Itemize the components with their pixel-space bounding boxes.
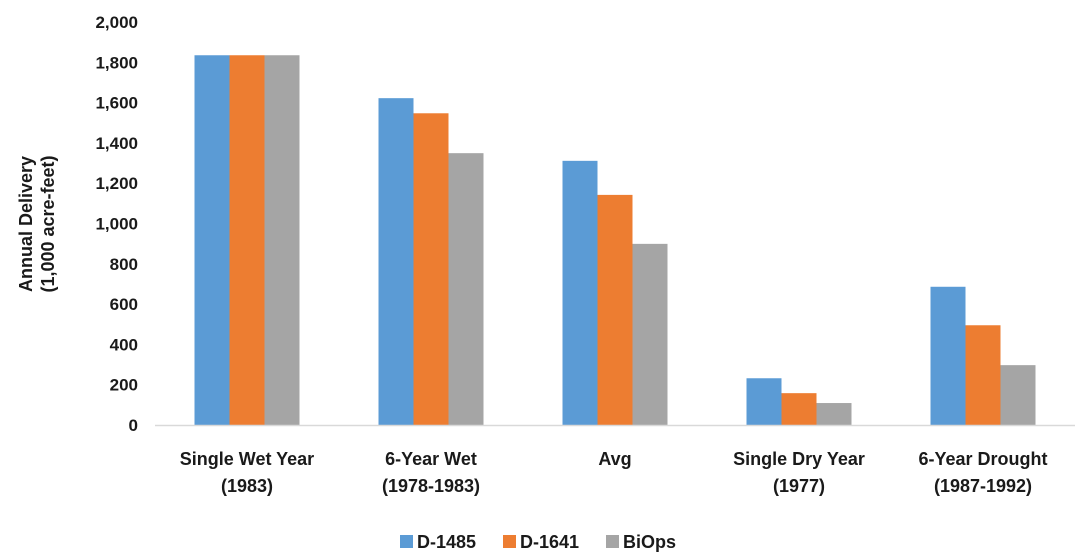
legend-label: BiOps	[623, 532, 676, 552]
bars	[194, 55, 1036, 426]
y-tick-label: 600	[110, 295, 138, 314]
bar-d-1641	[229, 55, 265, 426]
x-category-label: 6-Year Drought (1987-1992)	[918, 449, 1047, 496]
y-tick-label: 1,800	[95, 53, 138, 72]
bar-d-1641	[597, 194, 633, 425]
y-tick-label: 800	[110, 255, 138, 274]
bar-biops	[816, 403, 852, 425]
bar-d-1485	[194, 55, 230, 426]
legend-swatch	[503, 535, 516, 548]
x-category-label: Avg	[598, 449, 631, 469]
y-axis-title-text: Annual Delivery (1,000 acre-feet)	[16, 155, 58, 292]
legend-label: D-1485	[417, 532, 476, 552]
bar-biops	[264, 55, 300, 426]
y-tick-label: 2,000	[95, 13, 138, 32]
y-axis-title: Annual Delivery (1,000 acre-feet)	[16, 155, 58, 292]
x-category-label: Single Dry Year (1977)	[733, 449, 865, 496]
bar-d-1485	[746, 378, 782, 425]
y-tick-label: 0	[129, 416, 138, 435]
bar-d-1641	[413, 113, 449, 425]
bar-d-1485	[378, 98, 414, 426]
bar-d-1641	[965, 325, 1001, 425]
x-axis-labels: Single Wet Year (1983) 6-Year Wet (1978-198…	[180, 449, 1048, 496]
y-tick-label: 1,200	[95, 174, 138, 193]
bar-biops	[448, 153, 484, 425]
y-tick-label: 1,000	[95, 215, 138, 234]
bar-biops	[632, 243, 668, 425]
y-tick-label: 200	[110, 376, 138, 395]
x-category-label: 6-Year Wet (1978-1983)	[382, 449, 480, 496]
bar-d-1641	[781, 393, 817, 425]
y-tick-label: 1,400	[95, 134, 138, 153]
x-category-label: Single Wet Year (1983)	[180, 449, 314, 496]
bar-d-1485	[930, 286, 966, 425]
bar-d-1485	[562, 160, 598, 425]
y-tick-label: 400	[110, 335, 138, 354]
bar-biops	[1000, 365, 1036, 425]
legend-swatch	[400, 535, 413, 548]
legend-label: D-1641	[520, 532, 579, 552]
y-axis-ticks: 0 200 400 600 800 1,000 1,200 1,400 1,600 1,800 2,…	[95, 13, 138, 435]
y-tick-label: 1,600	[95, 94, 138, 113]
legend-swatch	[606, 535, 619, 548]
legend: D-1485 D-1641 BiOps	[400, 532, 676, 552]
